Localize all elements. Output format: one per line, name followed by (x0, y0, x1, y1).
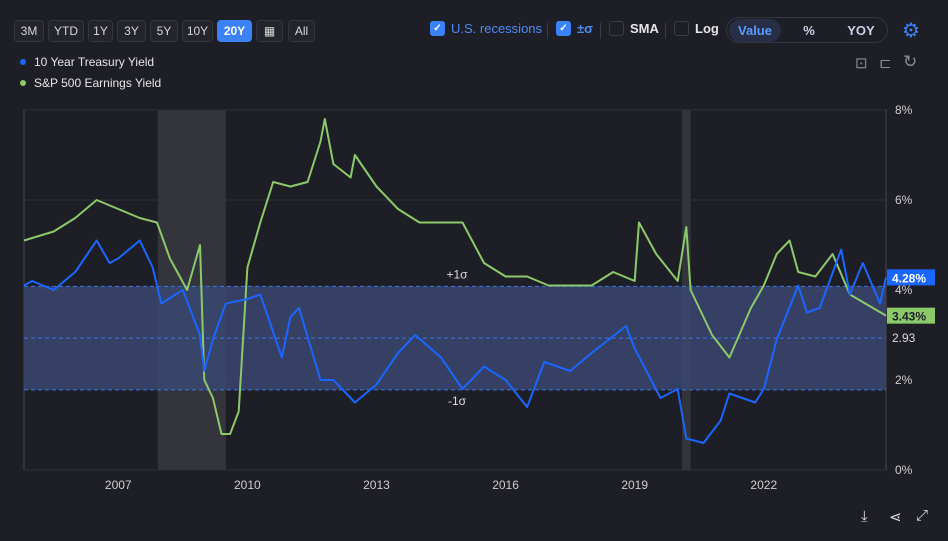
checkbox (609, 21, 624, 36)
recessions-toggle[interactable]: ✓ U.S. recessions (430, 21, 542, 36)
range-button-1y[interactable]: 1Y (88, 20, 113, 42)
sigma-toggle[interactable]: ✓ ±σ (556, 21, 593, 36)
sma-label: SMA (630, 21, 659, 36)
mode-value[interactable]: Value (729, 18, 781, 42)
last-value-badge (887, 269, 935, 286)
mode-switch: Value % YOY (726, 17, 888, 43)
mean-label: 2.93 (892, 331, 916, 345)
range-button-10y[interactable]: 10Y (182, 20, 213, 42)
share-icon[interactable]: ⋖ (889, 509, 902, 526)
log-label: Log (695, 21, 719, 36)
fullscreen-icon[interactable]: ⤢ (916, 507, 929, 524)
last-value-label: 4.28% (892, 271, 926, 285)
range-button-3m[interactable]: 3M (14, 20, 44, 42)
y-tick-label: 0% (895, 463, 913, 477)
sma-toggle[interactable]: SMA (609, 21, 659, 36)
recessions-label: U.S. recessions (451, 21, 543, 36)
range-button-20y[interactable]: 20Y (217, 20, 252, 42)
checkbox (674, 21, 689, 36)
legend-item-treasury[interactable]: 10 Year Treasury Yield (20, 55, 154, 69)
divider (600, 23, 601, 39)
gear-icon[interactable]: ⚙ (902, 20, 920, 42)
recession-band (682, 110, 691, 470)
divider (665, 23, 666, 39)
recession-band (157, 110, 226, 470)
x-tick-label: 2016 (492, 478, 519, 492)
last-value-badge (887, 307, 935, 324)
mode-yoy[interactable]: YOY (847, 22, 875, 38)
y-tick-label: 6% (895, 193, 913, 207)
series-dot (20, 59, 26, 65)
legend-item-earnings[interactable]: S&P 500 Earnings Yield (20, 76, 161, 90)
x-tick-label: 2019 (621, 478, 648, 492)
mode-percent[interactable]: % (803, 22, 815, 38)
log-toggle[interactable]: Log (674, 21, 719, 36)
range-button-3y[interactable]: 3Y (117, 20, 146, 42)
series-line-s-p-500-earnings-yield (23, 118, 887, 435)
crop-icon[interactable]: ⊡ (855, 55, 868, 72)
check-icon: ✓ (430, 21, 445, 36)
calendar-icon[interactable]: ▦ (256, 20, 283, 42)
series-line-10-year-treasury-yield (23, 239, 887, 444)
y-tick-label: 4% (895, 283, 913, 297)
range-button-ytd[interactable]: YTD (48, 20, 84, 42)
check-icon: ✓ (556, 21, 571, 36)
legend-label: S&P 500 Earnings Yield (34, 76, 162, 90)
refresh-icon[interactable]: ↻ (903, 52, 918, 71)
reset-zoom-icon[interactable]: ⊏ (879, 55, 892, 72)
series-dot (20, 80, 26, 86)
x-tick-label: 2007 (105, 478, 132, 492)
last-value-label: 3.43% (892, 310, 926, 324)
sigma-label: ±σ (577, 21, 594, 36)
x-tick-label: 2010 (234, 478, 261, 492)
y-tick-label: 2% (895, 373, 913, 387)
y-tick-label: 8% (895, 103, 913, 117)
range-button-all[interactable]: All (288, 20, 315, 42)
plus-sigma-label: +1σ (446, 267, 468, 281)
x-tick-label: 2022 (750, 478, 777, 492)
x-tick-label: 2013 (363, 478, 390, 492)
minus-sigma-label: -1σ (448, 394, 467, 408)
download-icon[interactable]: ⤓ (861, 508, 868, 525)
range-button-5y[interactable]: 5Y (150, 20, 178, 42)
legend-label: 10 Year Treasury Yield (34, 55, 155, 69)
plot-frame (23, 109, 887, 471)
divider (547, 23, 548, 39)
sigma-band (24, 286, 886, 390)
